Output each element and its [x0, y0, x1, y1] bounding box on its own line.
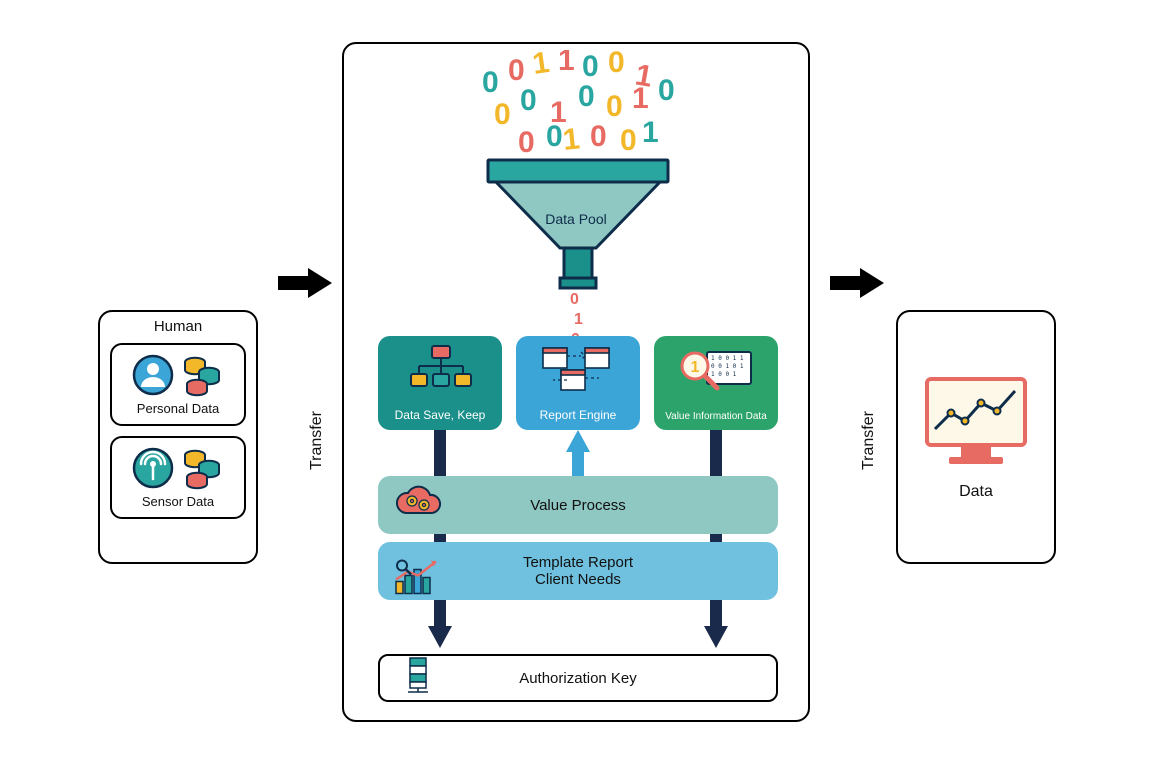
svg-text:0: 0 [570, 291, 579, 308]
svg-text:0: 0 [582, 50, 599, 83]
value-info-label: Value Information Data [665, 411, 767, 422]
folder-tree-icon [405, 344, 475, 396]
funnel-icon [482, 156, 674, 306]
svg-text:1: 1 [530, 50, 551, 81]
transfer-label-left: Transfer [308, 411, 326, 470]
bar-chart-growth-icon [392, 558, 444, 598]
authorization-box: Authorization Key [378, 654, 778, 702]
svg-text:0: 0 [546, 120, 563, 153]
monitor-chart-icon [921, 373, 1031, 469]
value-info-card: 1 0 0 1 1 0 0 1 0 1 1 0 0 1 1 Value Info… [654, 336, 778, 430]
arrow-down-icon [428, 430, 452, 648]
svg-text:0: 0 [590, 120, 607, 153]
arrow-right-icon [830, 268, 884, 298]
person-avatar-icon [131, 353, 175, 397]
template-report-bar: Template Report Client Needs [378, 542, 778, 600]
human-panel-title: Human [100, 318, 256, 335]
svg-text:0: 0 [578, 80, 595, 113]
svg-text:0: 0 [608, 50, 625, 79]
funnel-label-text: Data Pool [344, 211, 808, 227]
sensor-broadcast-icon [131, 446, 175, 490]
human-panel: Human Personal Data [98, 310, 258, 564]
value-process-bar: Value Process [378, 476, 778, 534]
value-process-label: Value Process [530, 497, 626, 514]
processing-panel: 0 0 1 1 0 0 1 0 0 1 0 0 1 0 0 1 0 0 0 1 … [342, 42, 810, 722]
authorization-label: Authorization Key [519, 670, 637, 687]
svg-text:1 0 0 1: 1 0 0 1 [711, 371, 737, 378]
server-rack-icon [406, 656, 430, 696]
svg-text:0: 0 [658, 74, 675, 107]
personal-data-label: Personal Data [137, 401, 219, 416]
arrow-down-icon [704, 430, 728, 648]
svg-text:1 0 0 1 1: 1 0 0 1 1 [711, 355, 744, 362]
svg-text:0 0 1 0 1: 0 0 1 0 1 [711, 363, 744, 370]
data-save-card: Data Save, Keep [378, 336, 502, 430]
database-stack-icon [181, 446, 225, 490]
personal-data-card: Personal Data [110, 343, 246, 426]
svg-text:1: 1 [632, 82, 649, 115]
data-output-panel: Data [896, 310, 1056, 564]
sensor-data-label: Sensor Data [142, 494, 214, 509]
database-stack-icon [181, 353, 225, 397]
report-tables-icon [539, 344, 617, 398]
svg-text:1: 1 [691, 359, 700, 376]
svg-text:0: 0 [518, 126, 535, 159]
transfer-label-right: Transfer [860, 411, 878, 470]
svg-text:0: 0 [494, 98, 511, 131]
template-report-label: Template Report Client Needs [523, 554, 633, 588]
svg-text:0: 0 [520, 84, 537, 117]
magnifier-data-icon: 1 0 0 1 1 0 0 1 0 1 1 0 0 1 1 [675, 344, 757, 398]
svg-text:0: 0 [620, 124, 637, 157]
svg-text:1: 1 [574, 311, 583, 328]
cloud-gear-icon [392, 483, 444, 523]
sensor-data-card: Sensor Data [110, 436, 246, 519]
report-engine-label: Report Engine [540, 408, 617, 422]
svg-text:0: 0 [508, 54, 525, 87]
svg-text:1: 1 [642, 116, 659, 149]
report-engine-card: Report Engine [516, 336, 640, 430]
data-output-label: Data [959, 483, 993, 501]
binary-digits-icon: 0 0 1 1 0 0 1 0 0 1 0 0 1 0 0 1 0 0 0 1 [472, 50, 684, 162]
svg-text:1: 1 [561, 122, 581, 157]
svg-text:0: 0 [482, 66, 499, 99]
svg-text:0: 0 [606, 90, 623, 123]
data-save-label: Data Save, Keep [395, 408, 486, 422]
svg-text:1: 1 [558, 50, 575, 77]
arrow-right-icon [278, 268, 332, 298]
